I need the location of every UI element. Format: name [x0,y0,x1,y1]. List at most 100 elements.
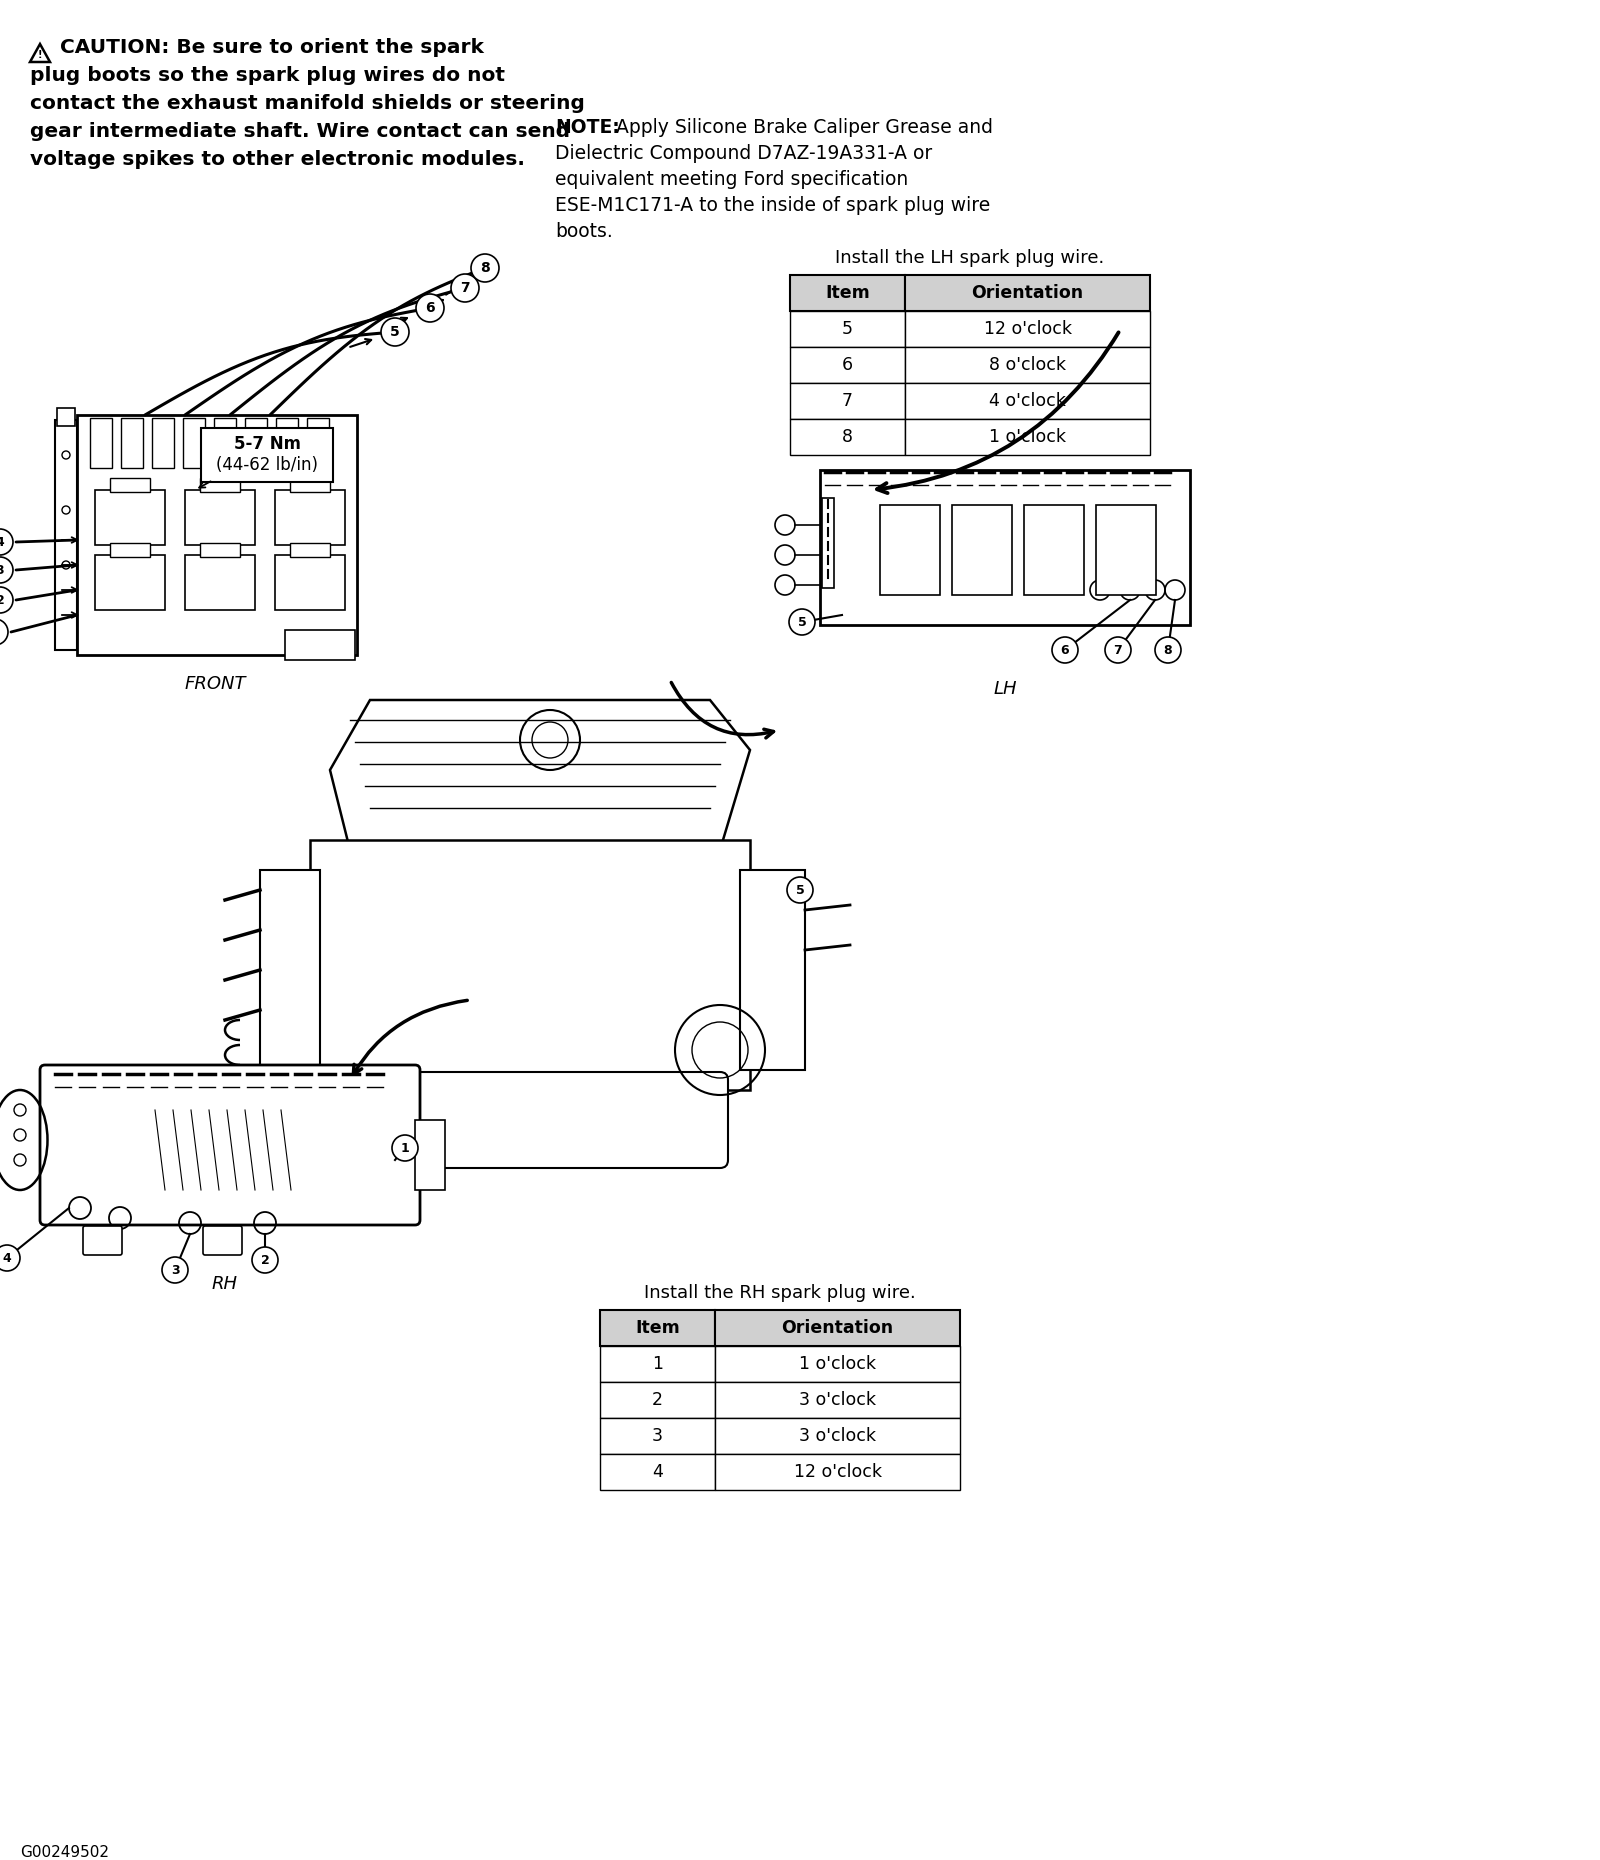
Circle shape [789,608,814,634]
Circle shape [62,450,70,459]
Circle shape [0,528,13,554]
FancyBboxPatch shape [83,1226,122,1256]
Bar [790,383,906,418]
Text: ESE-M1C171-A to the inside of spark plug wire: ESE-M1C171-A to the inside of spark plug… [555,195,990,216]
Circle shape [0,1244,19,1270]
FancyBboxPatch shape [40,1066,419,1226]
Text: 5: 5 [842,320,853,339]
Text: (44-62 lb/in): (44-62 lb/in) [216,456,318,474]
Bar [307,418,330,469]
Bar [906,311,1150,348]
Text: 2: 2 [261,1254,269,1267]
Text: 8: 8 [480,260,490,275]
Text: 8: 8 [842,428,853,446]
Circle shape [253,1246,278,1272]
Text: Orientation: Orientation [781,1319,893,1337]
Bar [122,418,142,469]
Bar [186,554,254,610]
Text: 3 o'clock: 3 o'clock [798,1427,877,1445]
Text: G00249502: G00249502 [19,1845,109,1860]
Bar [414,1120,445,1190]
Circle shape [62,506,70,513]
Text: RH: RH [211,1274,238,1293]
Text: 3: 3 [171,1263,179,1276]
Text: 6: 6 [426,301,435,314]
Bar [182,418,205,469]
Text: contact the exhaust manifold shields or steering: contact the exhaust manifold shields or … [30,95,586,113]
Text: 1 o'clock: 1 o'clock [798,1354,877,1373]
Bar [906,348,1150,383]
Text: 7: 7 [461,281,470,296]
Text: !: ! [38,50,42,60]
Bar [277,418,298,469]
Text: 1: 1 [400,1142,410,1155]
Bar [600,1382,715,1417]
Text: CAUTION: Be sure to orient the spark: CAUTION: Be sure to orient the spark [61,37,483,58]
Text: 8 o'clock: 8 o'clock [989,355,1066,374]
Text: 4: 4 [653,1464,662,1481]
Bar [600,1455,715,1490]
Bar [790,348,906,383]
Text: 7: 7 [842,392,853,409]
Bar [739,870,805,1070]
Text: plug boots so the spark plug wires do not: plug boots so the spark plug wires do no… [30,65,506,86]
Circle shape [1106,636,1131,662]
Text: 4: 4 [0,536,5,549]
Text: FRONT: FRONT [184,675,246,694]
Bar [245,418,267,469]
Bar [790,275,906,311]
Bar [600,1309,715,1347]
Text: 5-7 Nm: 5-7 Nm [234,435,301,454]
Bar [1096,506,1155,595]
Bar [906,383,1150,418]
Text: LH: LH [994,681,1016,698]
Bar [952,506,1013,595]
FancyBboxPatch shape [322,1071,728,1168]
Bar [715,1347,960,1382]
Bar [290,543,330,556]
Bar [90,418,112,469]
Circle shape [62,562,70,569]
Bar [214,418,237,469]
Text: Dielectric Compound D7AZ-19A331-A or: Dielectric Compound D7AZ-19A331-A or [555,143,933,164]
Bar [152,418,174,469]
Text: 8: 8 [1163,644,1173,657]
Text: 6: 6 [1061,644,1069,657]
Circle shape [1053,636,1078,662]
Bar [600,1347,715,1382]
Text: 3 o'clock: 3 o'clock [798,1391,877,1410]
Text: voltage spikes to other electronic modules.: voltage spikes to other electronic modul… [30,151,525,169]
Bar [906,418,1150,456]
Bar [600,1417,715,1455]
Circle shape [392,1135,418,1161]
Bar [259,870,320,1070]
Bar [822,498,834,588]
Text: 2: 2 [653,1391,662,1410]
Text: 4: 4 [3,1252,11,1265]
Bar [94,554,165,610]
Bar [110,478,150,493]
Text: Item: Item [635,1319,680,1337]
Circle shape [416,294,445,322]
Bar [790,311,906,348]
Bar [790,418,906,456]
Text: Orientation: Orientation [971,285,1083,301]
Circle shape [381,318,410,346]
Text: Apply Silicone Brake Caliper Grease and: Apply Silicone Brake Caliper Grease and [610,117,994,138]
Circle shape [451,273,478,301]
Circle shape [787,878,813,902]
Bar [200,543,240,556]
Circle shape [0,619,8,645]
Bar [880,506,941,595]
Text: 1 o'clock: 1 o'clock [989,428,1066,446]
Text: Install the RH spark plug wire.: Install the RH spark plug wire. [645,1283,915,1302]
Bar [310,841,750,1090]
Bar [285,631,355,660]
Bar [186,489,254,545]
Circle shape [1155,636,1181,662]
Bar [819,471,1190,625]
Circle shape [162,1257,189,1283]
Bar [110,543,150,556]
Text: 12 o'clock: 12 o'clock [794,1464,882,1481]
Text: NOTE:: NOTE: [555,117,619,138]
